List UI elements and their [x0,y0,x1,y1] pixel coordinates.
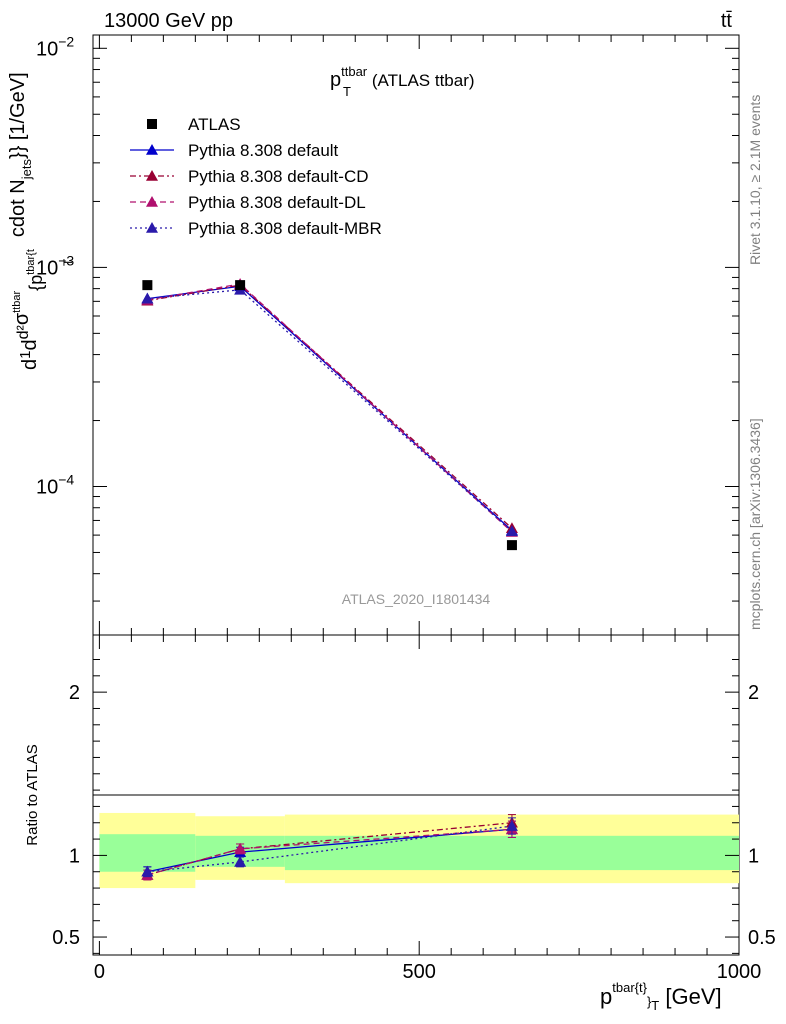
ylabel-jets: jets [19,159,34,181]
ratio-y-tick-label: 1 [69,845,80,867]
ylabel-cdot: cdot N [7,179,29,237]
main-series-group [141,277,518,537]
plot-title-p: p [330,69,341,91]
atlas-data-point [506,540,517,551]
ylabel-frac-num: d [19,359,41,370]
legend-label: ATLAS [188,115,241,134]
atlas-data-point [235,280,246,291]
ratio-y-tick-label-right: 1 [748,845,759,867]
ratio-series-marker [234,842,247,854]
legend-label: Pythia 8.308 default-CD [188,167,369,186]
svg-text:d1dd²σttbar{ptbar{tcdot Njets}: d1dd²σttbar{ptbar{tcdot Njets}} [1/GeV] [7,72,46,370]
legend: ATLAS Pythia 8.308 default Pythia 8.308 de… [130,115,382,238]
series-line [147,284,513,529]
xlabel-unit: [GeV] [659,984,721,1009]
xlabel-sub: } [647,994,652,1009]
ratio-series-line [147,828,512,876]
ylabel-sigma: σ [11,312,33,325]
atlas-data-points [142,280,517,551]
ratio-y-tick-label-right: 0.5 [748,927,776,949]
rivet-label: Rivet 3.1.10, ≥ 2.1M events [747,95,763,265]
plot-title-sub: T [343,84,351,99]
ratio-series-group [141,814,518,881]
plot-title: pttbar (ATLAS ttbar) [330,64,475,91]
x-tick-label: 1000 [717,961,762,983]
axis-ticks: 0 500 1000 10−2 10−3 10−4 0.5 0.5 1 1 2 2 [36,33,776,983]
legend-label: Pythia 8.308 default-DL [188,193,366,212]
ratio-y-tick-label: 0.5 [52,927,80,949]
ylabel-ttbar: ttbar [11,290,23,312]
ylabel-one: 1 [17,351,34,359]
ratio-uncertainty-bands [99,812,739,889]
ylabel-unit: }} [1/GeV] [7,72,29,159]
series-marker [505,525,518,537]
series-marker [141,292,154,304]
x-axis-label: ptbar{t}}T [GeV] [600,980,722,1013]
main-ylabel: d1dd²σttbar{ptbar{tcdot Njets}} [1/GeV] … [7,72,75,370]
x-tick-label: 500 [403,961,436,983]
x-tick-label: 0 [94,961,105,983]
analysis-id: ATLAS_2020_I1801434 [342,591,491,607]
energy-label: 13000 GeV pp [104,10,233,32]
ratio-series-marker [505,820,518,831]
ylabel-d2: d² [15,325,32,340]
ylabel-tbar: tbar{t [25,249,37,275]
xlabel-subT: T [651,998,659,1013]
band-inner [284,835,739,871]
plot-title-rest: (ATLAS ttbar) [367,71,474,90]
atlas-data-point [142,280,153,291]
legend-marker [146,196,158,207]
ylabel-pt: {p [26,275,46,291]
ylabel-T: T [61,258,75,266]
plot-title-sup: ttbar [341,64,368,79]
legend-marker [146,170,158,181]
series-line [147,283,513,533]
legend-label: Pythia 8.308 default-MBR [188,219,382,238]
y-tick-label: 10−2 [36,33,74,60]
mcplots-label: mcplots.cern.ch [arXiv:1306.3436] [747,418,763,630]
ratio-ylabel: Ratio to ATLAS [24,744,41,845]
ratio-y-tick-label-right: 2 [748,682,759,704]
legend-label: Pythia 8.308 default [188,141,339,160]
legend-marker-atlas [147,119,157,129]
y-tick-label: 10−4 [36,471,74,498]
ratio-series-line [147,825,513,873]
ratio-series-marker [141,865,154,877]
xlabel-sup: tbar{t} [612,980,647,995]
ratio-y-tick-label: 2 [69,682,80,704]
ylabel-d: d [19,339,41,350]
y-tick-label: 10−3 [36,252,74,279]
series-line [147,289,513,532]
series-line [147,285,513,531]
legend-marker [146,144,158,155]
ratio-series-marker [234,855,247,867]
process-label: tt̄ [721,10,733,32]
xlabel-p: p [600,984,612,1009]
legend-marker [146,222,158,233]
